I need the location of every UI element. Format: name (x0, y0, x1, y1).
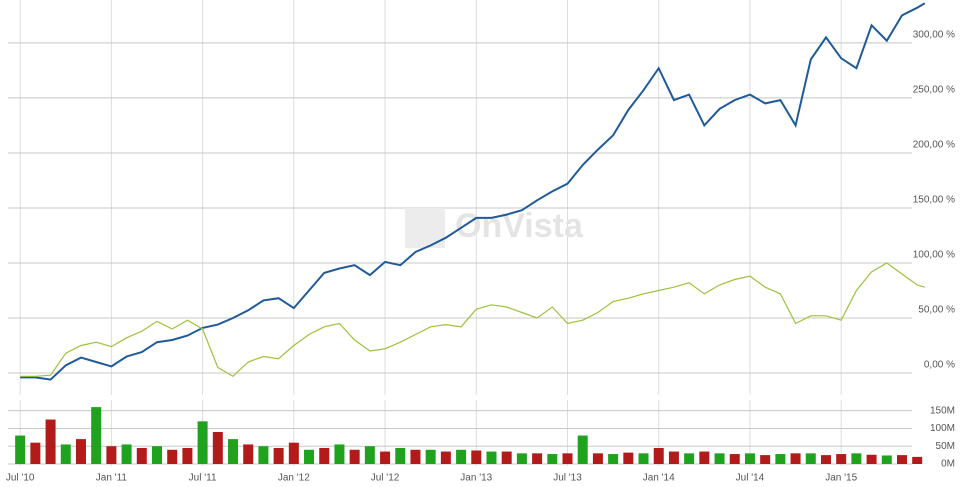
volume-bar (136, 448, 147, 464)
line-series (20, 262, 925, 378)
y-tick-label: 100M (930, 423, 955, 434)
volume-bar (775, 454, 786, 464)
x-tick-label: Jul '11 (189, 473, 217, 484)
x-tick-label: Jan '14 (643, 473, 675, 484)
volume-bar (532, 453, 543, 464)
volume-bar (851, 453, 862, 464)
volume-bar (349, 449, 360, 464)
volume-bar (653, 448, 664, 464)
volume-bar (380, 451, 391, 464)
volume-bar (866, 454, 877, 464)
y-tick-label: 100,00 % (913, 250, 955, 261)
volume-bar (729, 454, 740, 464)
volume-bar (304, 449, 315, 464)
volume-bar (364, 446, 375, 464)
volume-bar (258, 446, 269, 464)
volume-bar (592, 453, 603, 464)
volume-bar (562, 453, 573, 464)
volume-bar (744, 453, 755, 464)
volume-bar (790, 453, 801, 464)
volume-bar (167, 449, 178, 464)
volume-bar (760, 455, 771, 464)
x-tick-label: Jan '11 (96, 473, 128, 484)
volume-bar (896, 455, 907, 464)
volume-bar (319, 448, 330, 464)
volume-bar (228, 439, 239, 464)
volume-bar (577, 435, 588, 464)
volume-bar (684, 453, 695, 464)
volume-bar (912, 456, 923, 464)
volume-bar (471, 450, 482, 464)
y-tick-label: 50,00 % (918, 305, 955, 316)
x-tick-label: Jul '13 (553, 473, 582, 484)
volume-bar (638, 453, 649, 464)
volume-bar (15, 435, 26, 464)
x-tick-label: Jan '13 (460, 473, 492, 484)
volume-bar (273, 448, 284, 464)
volume-bar (395, 448, 406, 464)
volume-bar (151, 446, 162, 464)
volume-bar (30, 442, 41, 464)
volume-bar (334, 444, 345, 464)
volume-bar (425, 449, 436, 464)
watermark: OnVista (455, 207, 584, 245)
volume-bar (516, 453, 527, 464)
volume-bar (623, 452, 634, 464)
volume-bar (836, 454, 847, 464)
volume-bar (410, 449, 421, 464)
volume-bar (456, 449, 467, 464)
volume-bar (60, 444, 71, 464)
x-tick-label: Jul '14 (736, 473, 765, 484)
volume-bar (699, 451, 710, 464)
volume-bar (106, 446, 117, 464)
y-tick-label: 300,00 % (913, 30, 955, 41)
y-tick-label: 150,00 % (913, 195, 955, 206)
volume-bar (243, 444, 254, 464)
volume-bar (288, 442, 299, 464)
volume-bar (91, 407, 102, 464)
y-tick-label: 200,00 % (913, 140, 955, 151)
x-tick-label: Jan '15 (825, 473, 857, 484)
volume-bar (182, 448, 193, 464)
volume-bar (197, 421, 208, 464)
y-tick-label: 150M (930, 405, 955, 416)
y-tick-label: 0M (941, 459, 955, 470)
volume-bar (121, 444, 132, 464)
volume-bar (440, 451, 451, 464)
x-tick-label: Jan '12 (278, 473, 310, 484)
y-tick-label: 50M (936, 441, 955, 452)
volume-bar (486, 451, 497, 464)
volume-bar (501, 451, 512, 464)
x-tick-label: Jul '10 (6, 473, 35, 484)
volume-bar (805, 453, 816, 464)
volume-bar (608, 454, 619, 464)
volume-bar (881, 455, 892, 464)
volume-bar (212, 432, 223, 464)
y-tick-label: 250,00 % (913, 85, 955, 96)
volume-bar (820, 455, 831, 464)
watermark-logo (405, 208, 445, 248)
volume-bar (714, 453, 725, 464)
volume-bar (75, 439, 86, 464)
x-tick-label: Jul '12 (371, 473, 400, 484)
volume-bar (668, 451, 679, 464)
volume-bar (45, 419, 56, 464)
volume-bar (547, 454, 558, 464)
y-tick-label: 0,00 % (924, 360, 955, 371)
line-series (20, 2, 926, 381)
